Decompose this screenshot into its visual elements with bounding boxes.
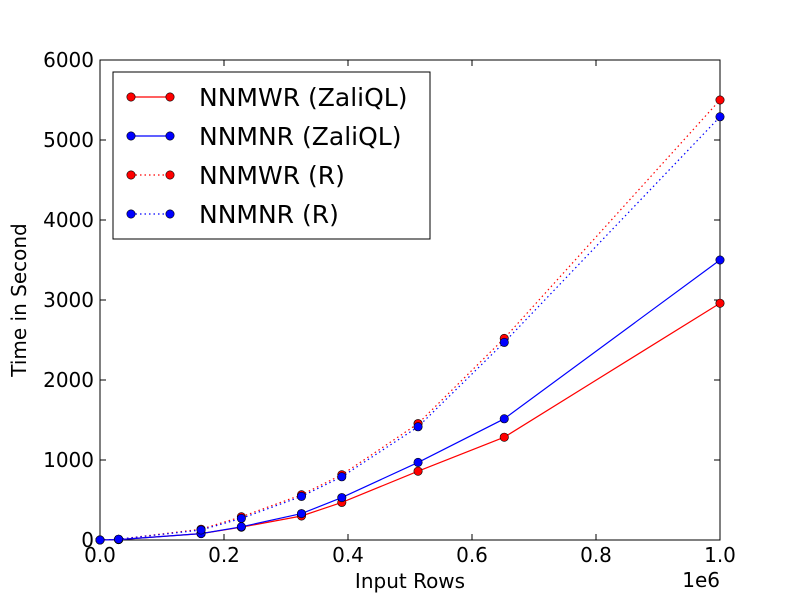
data-point xyxy=(413,422,423,432)
x-axis-label: Input Rows xyxy=(355,569,465,593)
y-tick-label: 6000 xyxy=(43,48,94,72)
x-tick-label: 0.8 xyxy=(580,543,612,567)
y-tick-label: 4000 xyxy=(43,208,94,232)
y-tick-label: 3000 xyxy=(43,288,94,312)
legend-marker xyxy=(165,209,175,219)
x-tick-label: 0.0 xyxy=(84,543,116,567)
legend-label: NNMWR (ZaliQL) xyxy=(199,83,407,112)
data-point xyxy=(337,493,347,503)
y-tick-label: 0 xyxy=(81,528,94,552)
series-layer xyxy=(95,95,725,545)
y-tick-label: 1000 xyxy=(43,448,94,472)
legend-marker xyxy=(165,131,175,141)
series-3 xyxy=(95,112,725,545)
legend-entry: NNMNR (R) xyxy=(126,200,339,229)
x-tick-label: 1.0 xyxy=(704,543,736,567)
data-point xyxy=(236,513,246,523)
data-point xyxy=(296,491,306,501)
legend-marker xyxy=(165,92,175,102)
data-point xyxy=(196,525,206,535)
legend-label: NNMNR (ZaliQL) xyxy=(199,122,401,151)
data-point xyxy=(499,432,509,442)
legend-marker xyxy=(126,209,136,219)
data-point xyxy=(715,95,725,105)
x-axis: 0.0 0.2 0.4 0.6 0.8 1.0 xyxy=(84,60,736,567)
data-point xyxy=(499,414,509,424)
x-tick-label: 0.6 xyxy=(456,543,488,567)
x-tick-label: 0.4 xyxy=(332,543,364,567)
data-point xyxy=(413,466,423,476)
legend-marker xyxy=(126,92,136,102)
legend-marker xyxy=(165,170,175,180)
y-axis: 0 1000 2000 3000 4000 5000 6000 xyxy=(43,48,720,552)
y-tick-label: 5000 xyxy=(43,128,94,152)
y-tick-label: 2000 xyxy=(43,368,94,392)
data-point xyxy=(413,457,423,467)
data-point xyxy=(114,534,124,544)
data-point xyxy=(337,472,347,482)
legend-box xyxy=(112,71,431,240)
legend-entry: NNMWR (ZaliQL) xyxy=(126,83,407,112)
legend-marker xyxy=(126,131,136,141)
data-point xyxy=(296,509,306,519)
legend: NNMWR (ZaliQL) NNMNR (ZaliQL) NNMWR (R) NNM… xyxy=(112,71,431,240)
legend-entry: NNMWR (R) xyxy=(126,161,345,190)
data-point xyxy=(499,337,509,347)
data-point xyxy=(236,522,246,532)
legend-marker xyxy=(126,170,136,180)
y-axis-label: Time in Second xyxy=(7,223,31,378)
data-point xyxy=(715,255,725,265)
legend-label: NNMWR (R) xyxy=(199,161,345,190)
legend-entry: NNMNR (ZaliQL) xyxy=(126,122,401,151)
data-point xyxy=(715,112,725,122)
x-offset-label: 1e6 xyxy=(682,568,720,592)
data-point xyxy=(715,298,725,308)
data-point xyxy=(95,535,105,545)
legend-label: NNMNR (R) xyxy=(199,200,339,229)
x-tick-label: 0.2 xyxy=(208,543,240,567)
